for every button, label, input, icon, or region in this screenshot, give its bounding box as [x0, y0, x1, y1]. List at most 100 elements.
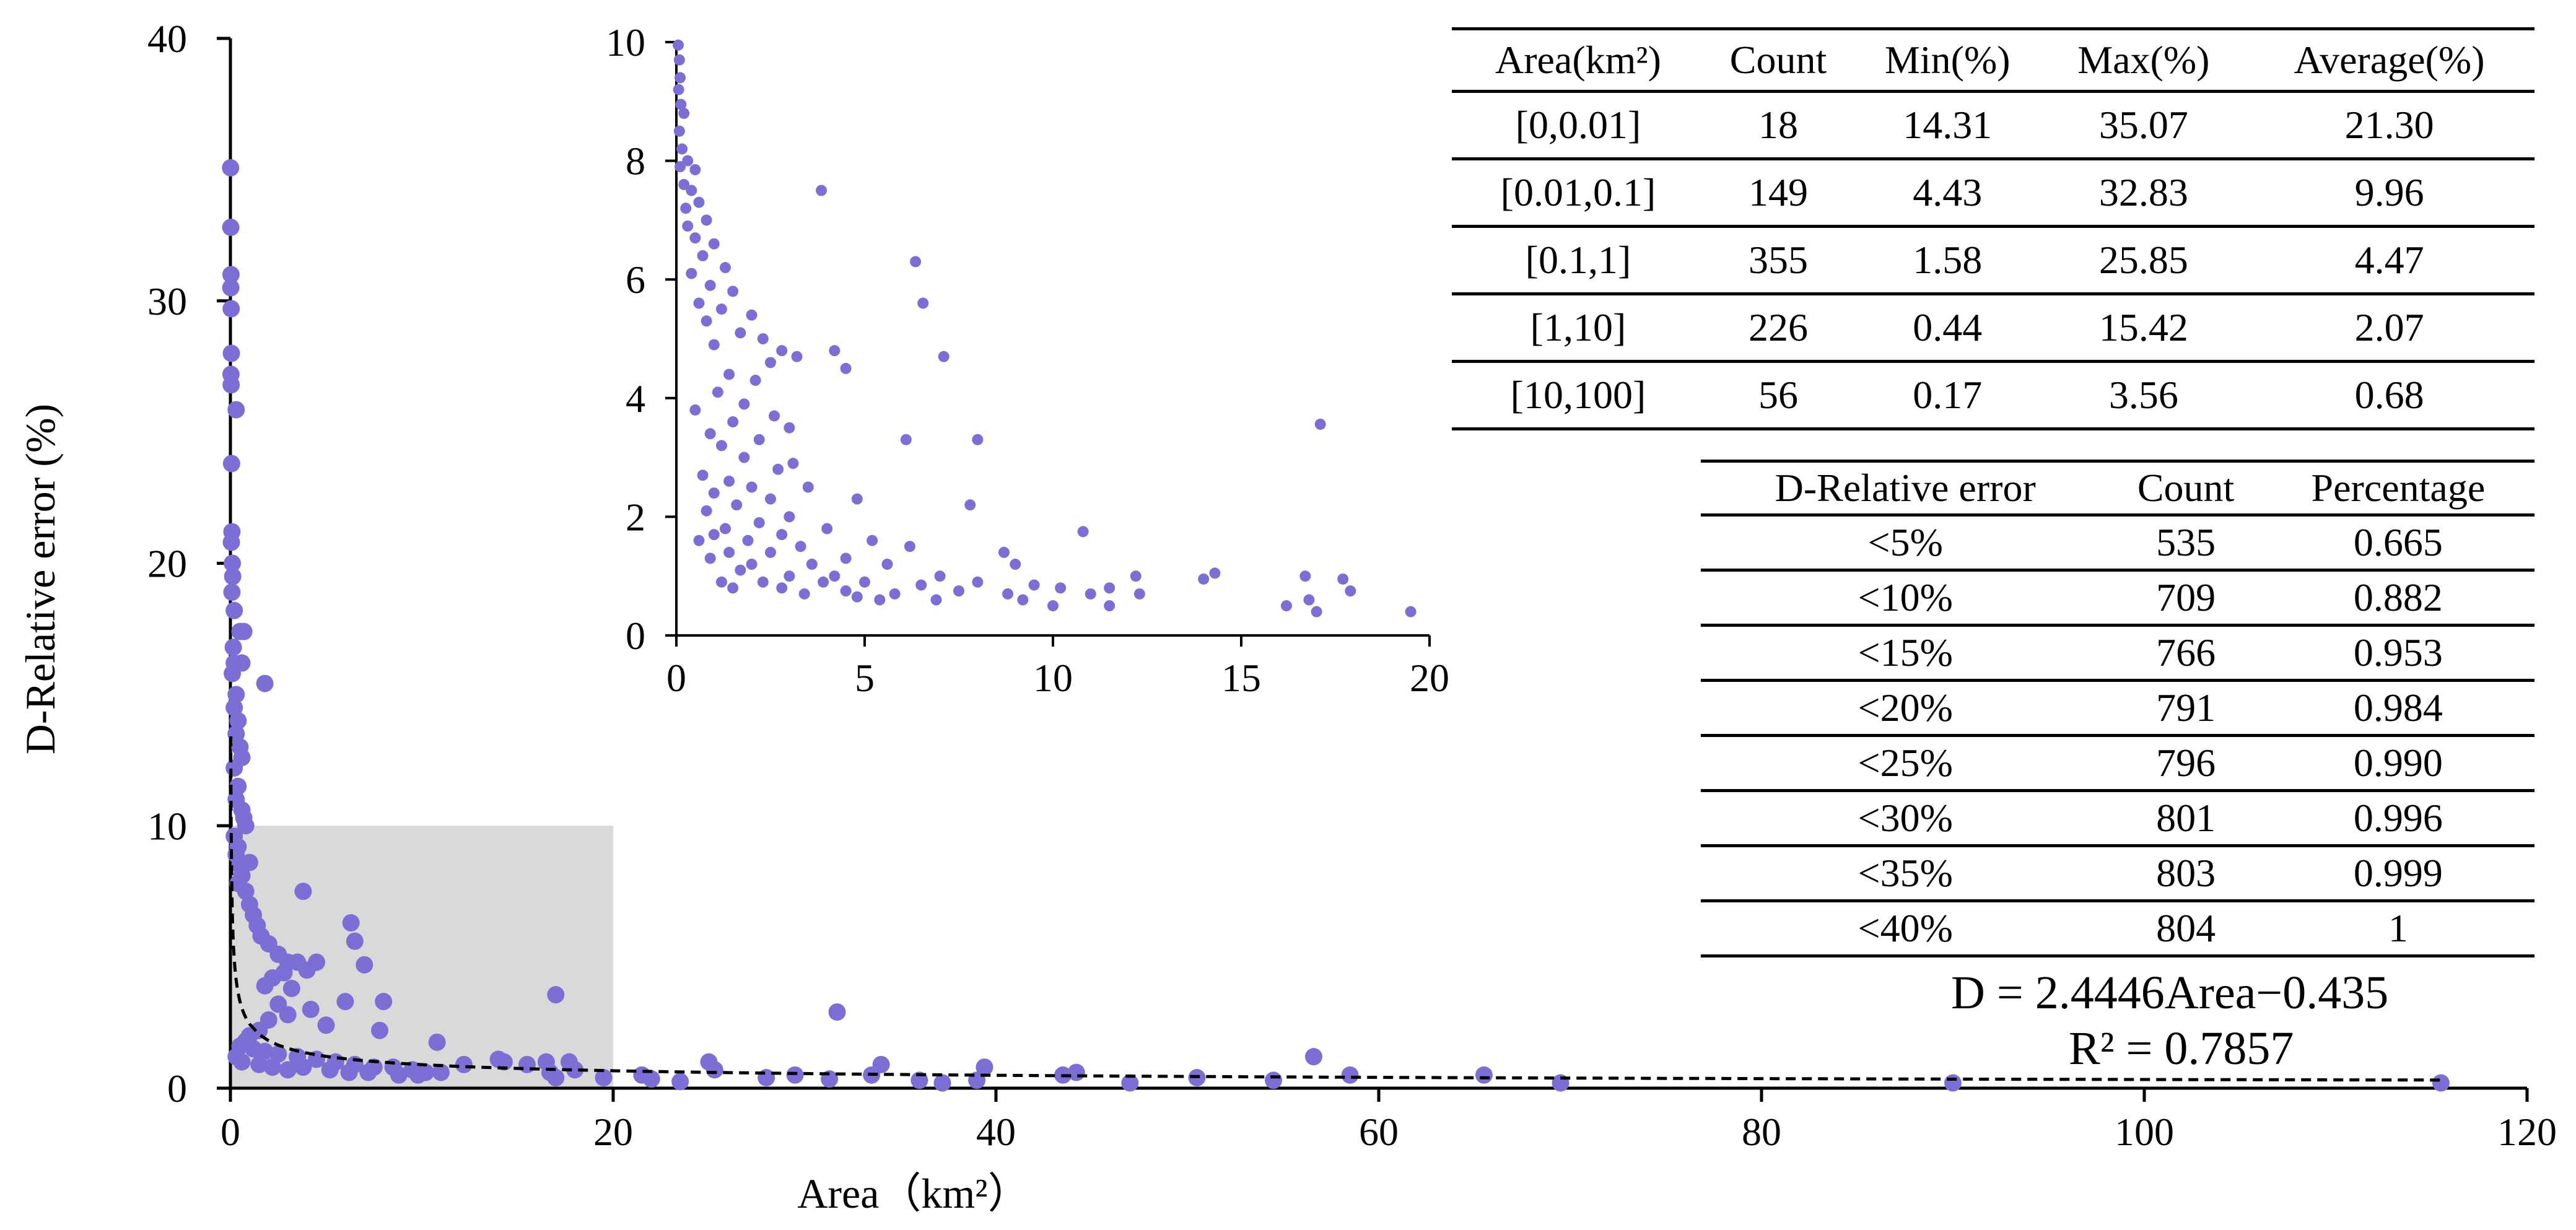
- table-cell: 0.68: [2244, 362, 2535, 429]
- table-cell: 149: [1705, 159, 1852, 227]
- inset-data-point: [686, 185, 697, 196]
- inset-data-point: [910, 256, 921, 267]
- inset-data-point: [852, 591, 863, 603]
- inset-data-point: [769, 411, 780, 422]
- table-cell: 796: [2110, 736, 2261, 791]
- data-point: [375, 993, 392, 1010]
- inset-data-point: [799, 588, 810, 600]
- data-point: [223, 455, 240, 472]
- inset-data-point: [746, 482, 758, 493]
- data-point: [829, 1003, 846, 1021]
- table-cell: 0.882: [2262, 570, 2535, 626]
- table-row: <30% 801 0.996: [1701, 791, 2535, 846]
- table-cell: 0.44: [1852, 294, 2043, 362]
- table-cell: 0.999: [2262, 846, 2535, 901]
- table-cell: 0.665: [2262, 515, 2535, 570]
- inset-data-point: [738, 452, 749, 463]
- data-point: [671, 1073, 689, 1090]
- data-point: [225, 639, 242, 656]
- inset-data-point: [716, 303, 727, 315]
- table-row: <10% 709 0.882: [1701, 570, 2535, 626]
- r-squared: R² = 0.7857: [2069, 1022, 2294, 1076]
- table-row: <15% 766 0.953: [1701, 626, 2535, 681]
- table-cell: <20%: [1701, 681, 2110, 736]
- inset-data-point: [1047, 600, 1059, 611]
- inset-data-point: [705, 552, 716, 564]
- stats-header-average: Average(%): [2244, 29, 2535, 92]
- inset-data-point: [697, 250, 709, 261]
- table-row: <20% 791 0.984: [1701, 681, 2535, 736]
- table-cell: 2.07: [2244, 294, 2535, 362]
- inset-x-tick-label: 10: [1033, 656, 1073, 700]
- regression-equation: D = 2.4446Area−0.435: [1951, 966, 2388, 1020]
- data-point: [2432, 1075, 2450, 1092]
- table-row: <25% 796 0.990: [1701, 736, 2535, 791]
- inset-y-tick-label: 10: [606, 20, 645, 64]
- inset-data-point: [1029, 580, 1040, 591]
- inset-data-point: [1299, 570, 1311, 582]
- inset-data-point: [972, 434, 983, 445]
- inset-data-point: [792, 351, 803, 362]
- table-cell: 4.47: [2244, 227, 2535, 294]
- table-cell: [10,100]: [1452, 362, 1705, 429]
- data-point: [409, 1066, 427, 1084]
- data-point: [343, 914, 360, 931]
- inset-data-point: [758, 577, 769, 588]
- table-cell: 804: [2110, 901, 2261, 956]
- table-cell: <5%: [1701, 515, 2110, 570]
- stats-header-count: Count: [1705, 29, 1852, 92]
- table-cell: 15.42: [2043, 294, 2245, 362]
- data-point: [1475, 1066, 1493, 1084]
- cumulative-header-error: D-Relative error: [1701, 461, 2110, 515]
- inset-data-point: [689, 164, 701, 175]
- table-row: [1,10] 226 0.44 15.42 2.07: [1452, 294, 2535, 362]
- table-cell: [0,0.01]: [1452, 92, 1705, 159]
- table-cell: 0.17: [1852, 362, 2043, 429]
- inset-data-point: [705, 280, 716, 291]
- inset-data-point: [743, 535, 754, 546]
- inset-data-point: [938, 351, 950, 362]
- cumulative-table: D-Relative error Count Percentage <5% 53…: [1701, 460, 2535, 957]
- inset-data-point: [874, 595, 885, 606]
- data-point: [429, 1034, 446, 1051]
- table-cell: 535: [2110, 515, 2261, 570]
- data-point: [547, 1069, 564, 1086]
- data-point: [279, 1061, 297, 1078]
- inset-data-point: [686, 268, 697, 279]
- inset-data-point: [693, 535, 704, 546]
- inset-data-point: [859, 577, 870, 588]
- inset-data-point: [675, 72, 686, 83]
- inset-data-point: [829, 345, 840, 356]
- data-point: [294, 883, 312, 900]
- inset-data-point: [840, 363, 852, 374]
- y-tick-label: 30: [147, 279, 187, 323]
- inset-data-point: [701, 214, 712, 225]
- data-point: [390, 1066, 408, 1084]
- data-point: [371, 1022, 388, 1039]
- inset-data-point: [953, 585, 964, 596]
- inset-data-point: [889, 588, 901, 600]
- table-cell: 226: [1705, 294, 1852, 362]
- table-cell: 0.996: [2262, 791, 2535, 846]
- stats-header-min: Min(%): [1852, 29, 2043, 92]
- table-cell: 0.953: [2262, 626, 2535, 681]
- data-point: [359, 1064, 377, 1081]
- data-point: [256, 675, 274, 692]
- inset-data-point: [1085, 588, 1096, 600]
- inset-data-point: [676, 143, 688, 154]
- table-cell: <25%: [1701, 736, 2110, 791]
- inset-data-point: [1134, 588, 1145, 600]
- data-point: [222, 159, 239, 177]
- inset-data-point: [998, 547, 1010, 558]
- data-point: [283, 980, 300, 997]
- inset-data-point: [1002, 588, 1013, 600]
- x-tick-label: 0: [220, 1110, 240, 1154]
- table-cell: [0.01,0.1]: [1452, 159, 1705, 227]
- data-point: [222, 376, 240, 393]
- inset-data-point: [673, 84, 684, 95]
- inset-data-point: [701, 505, 712, 517]
- data-point: [279, 1006, 297, 1023]
- inset-data-point: [1198, 574, 1209, 585]
- stats-header-max: Max(%): [2043, 29, 2245, 92]
- inset-data-point: [720, 523, 731, 534]
